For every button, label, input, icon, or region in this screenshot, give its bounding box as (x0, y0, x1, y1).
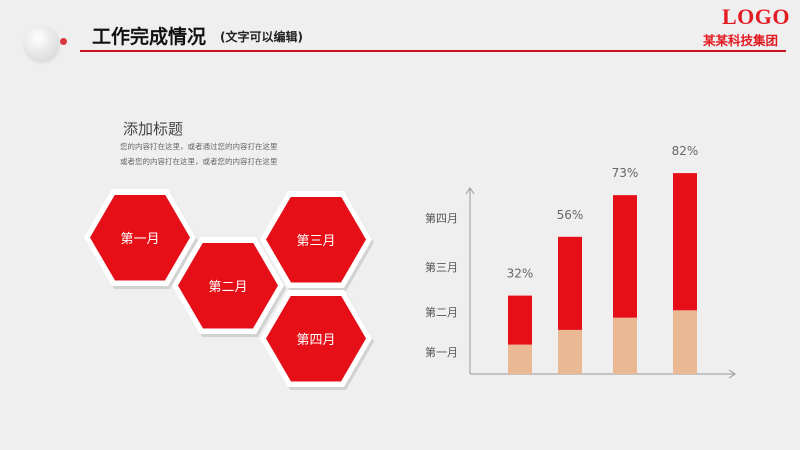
header-divider (80, 50, 786, 52)
page-subtitle: (文字可以编辑) (220, 30, 303, 44)
bar-upper (558, 236, 582, 330)
bar-lower (558, 329, 582, 374)
y-tick-label: 第三月 (425, 260, 458, 274)
y-tick-label: 第一月 (425, 345, 458, 359)
y-tick-label: 第四月 (425, 211, 458, 225)
x-axis-arrow (728, 369, 736, 379)
page-title: 工作完成情况 (92, 26, 207, 48)
data-label: 82% (672, 144, 699, 158)
hex-month-1: 第一月 (84, 189, 196, 286)
bar-lower (508, 344, 532, 374)
bar-lower (613, 317, 637, 374)
company-name: 某某科技集团 (703, 33, 779, 48)
content-line: 您的内容打在这里，或者通过您的内容打在这里 (120, 142, 278, 151)
data-label: 56% (557, 208, 584, 222)
content-body: 您的内容打在这里，或者通过您的内容打在这里 或者您的内容打在这里，或者您的内容打… (120, 139, 330, 169)
y-axis-arrow (465, 187, 475, 195)
content-heading: 添加标题 (123, 120, 184, 138)
content-line: 或者您的内容打在这里，或者您的内容打在这里 (120, 157, 278, 166)
y-tick-label: 第二月 (425, 305, 458, 319)
decorative-dot (60, 38, 67, 45)
bar-upper (508, 295, 532, 345)
bar-upper (673, 173, 697, 311)
bar-upper (613, 195, 637, 318)
data-label: 73% (612, 166, 639, 180)
decorative-circle (24, 26, 58, 60)
data-label: 32% (507, 267, 534, 281)
bar-lower (673, 310, 697, 374)
